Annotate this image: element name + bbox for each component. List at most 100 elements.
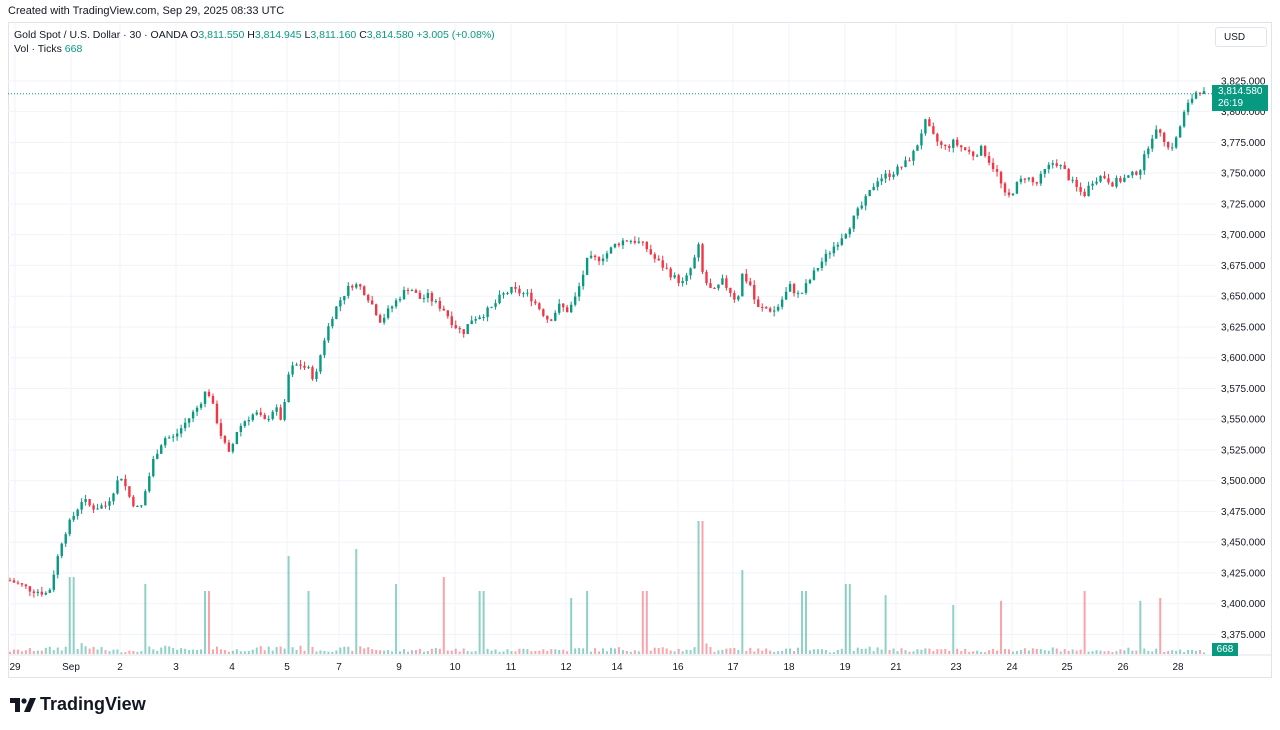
volume-bar <box>259 646 262 654</box>
candle-body <box>693 257 696 269</box>
candle-body <box>494 303 497 307</box>
candle-body <box>1194 92 1198 99</box>
candle-body <box>442 308 446 311</box>
candle-body <box>601 258 605 262</box>
candle-body <box>733 293 736 300</box>
candle-body <box>1139 170 1142 175</box>
y-tick-label: 3,675.000 <box>1221 261 1266 272</box>
candle-body <box>1031 177 1035 183</box>
volume-bar <box>204 591 207 654</box>
candle-body <box>808 279 812 284</box>
candle-body <box>315 371 318 380</box>
volume-bar <box>196 649 199 654</box>
candle-body <box>343 295 346 301</box>
candle-body <box>116 480 119 494</box>
candle-body <box>363 286 366 296</box>
volume-bar <box>884 595 887 654</box>
volume-bar <box>355 549 358 654</box>
price-chart[interactable]: 3,825.000 3,800.000 3,775.000 3,750.000 3,72… <box>8 22 1272 682</box>
volume-bar <box>319 650 322 654</box>
candle-body <box>160 445 163 454</box>
open-label: O <box>190 29 199 41</box>
candle-body <box>1159 129 1162 133</box>
currency-button[interactable]: USD <box>1215 27 1267 47</box>
candle-body <box>546 315 549 320</box>
volume-bar <box>108 651 111 654</box>
candle-body <box>136 505 139 507</box>
candle-body <box>940 141 943 145</box>
candle-body <box>812 270 816 280</box>
volume-bar <box>311 646 314 654</box>
candle-body <box>581 274 585 287</box>
volume-bar <box>968 651 971 654</box>
volume-bar <box>188 650 191 654</box>
volume-bar <box>243 651 246 654</box>
candle-body <box>52 574 55 590</box>
volume-legend: Vol · Ticks 668 <box>14 43 82 55</box>
volume-bar <box>681 651 684 654</box>
candle-body <box>1198 92 1202 94</box>
volume-bar <box>470 651 473 654</box>
candle-body <box>597 257 601 262</box>
volume-bar <box>1199 649 1202 654</box>
volume-bar <box>777 651 780 654</box>
volume-bar <box>1139 600 1142 654</box>
candle-body <box>398 299 402 301</box>
y-tick-label: 3,400.000 <box>1221 599 1266 610</box>
volume-bar <box>211 649 214 654</box>
volume-bar <box>454 648 457 654</box>
candle-body <box>1123 177 1126 182</box>
candle-body <box>199 403 203 408</box>
volume-bar <box>669 650 672 654</box>
volume-bar <box>371 649 374 654</box>
candle-body <box>804 283 808 293</box>
countdown-label: 26:19 <box>1218 98 1244 109</box>
candle-body <box>370 300 374 305</box>
volume-bar <box>72 577 75 654</box>
volume-bar <box>235 649 238 654</box>
volume-bar <box>848 584 851 654</box>
candle-body <box>450 316 453 326</box>
candle-body <box>649 249 652 255</box>
candle-body <box>1059 165 1062 167</box>
volume-bar <box>932 651 935 654</box>
candle-body <box>784 291 788 300</box>
volume-bar <box>1019 649 1022 654</box>
candle-body <box>1003 183 1007 193</box>
candle-body <box>171 436 175 438</box>
y-tick-label: 3,725.000 <box>1221 199 1266 210</box>
candle-body <box>904 160 907 167</box>
volume-bar <box>231 650 234 654</box>
candle-body <box>613 243 617 248</box>
volume-bar <box>92 646 95 654</box>
candle-body <box>868 190 871 197</box>
candle-body <box>506 292 509 294</box>
candle-body <box>967 149 971 152</box>
volume-bar <box>725 648 728 654</box>
candle-body <box>776 306 780 311</box>
candle-body <box>964 147 967 150</box>
volume-bar <box>892 648 895 654</box>
candle-body <box>669 268 672 278</box>
low-value: 3,811.160 <box>310 29 357 41</box>
x-tick-label: 21 <box>890 662 902 673</box>
candle-body <box>295 364 298 366</box>
volume-bar <box>100 647 103 654</box>
candle-body <box>203 391 207 404</box>
candle-body <box>227 442 231 452</box>
candle-body <box>219 423 223 436</box>
tradingview-logo[interactable]: TradingView <box>10 694 146 715</box>
candle-body <box>92 505 95 510</box>
volume-bar <box>1031 648 1034 654</box>
candle-body <box>478 317 481 320</box>
volume-bar <box>462 648 465 654</box>
candle-body <box>645 241 648 250</box>
candle-body <box>1166 142 1170 148</box>
x-tick-label: 26 <box>1117 662 1129 673</box>
candle-body <box>705 271 708 284</box>
volume-bar <box>558 649 561 654</box>
volume-bar <box>916 649 919 654</box>
candle-body <box>120 478 123 481</box>
volume-bar <box>769 650 772 654</box>
candle-body <box>16 582 20 584</box>
